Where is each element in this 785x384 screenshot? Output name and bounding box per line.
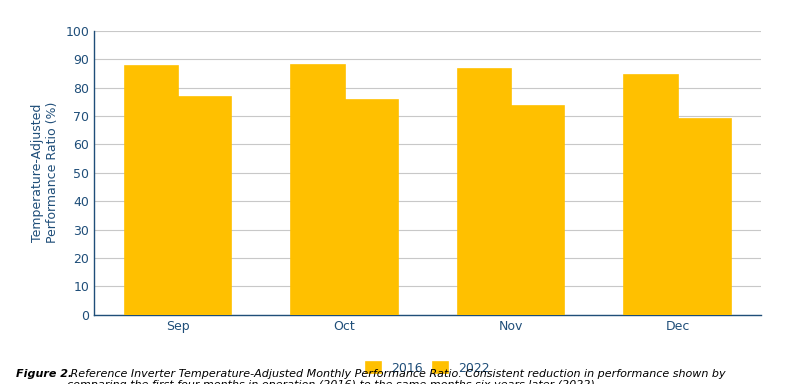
Bar <box>677 119 731 315</box>
Bar <box>291 65 345 315</box>
Bar <box>125 66 178 315</box>
Text: Reference Inverter Temperature-Adjusted Monthly Performance Ratio. Consistent re: Reference Inverter Temperature-Adjusted … <box>67 369 725 384</box>
Bar <box>458 69 511 315</box>
Text: Figure 2.: Figure 2. <box>16 369 72 379</box>
Bar <box>624 75 677 315</box>
Bar <box>511 106 564 315</box>
Y-axis label: Temperature-Adjusted
Performance Ratio (%): Temperature-Adjusted Performance Ratio (… <box>31 102 59 243</box>
Bar <box>345 100 398 315</box>
Legend: 2016, 2022: 2016, 2022 <box>363 358 493 379</box>
Bar <box>178 98 232 315</box>
